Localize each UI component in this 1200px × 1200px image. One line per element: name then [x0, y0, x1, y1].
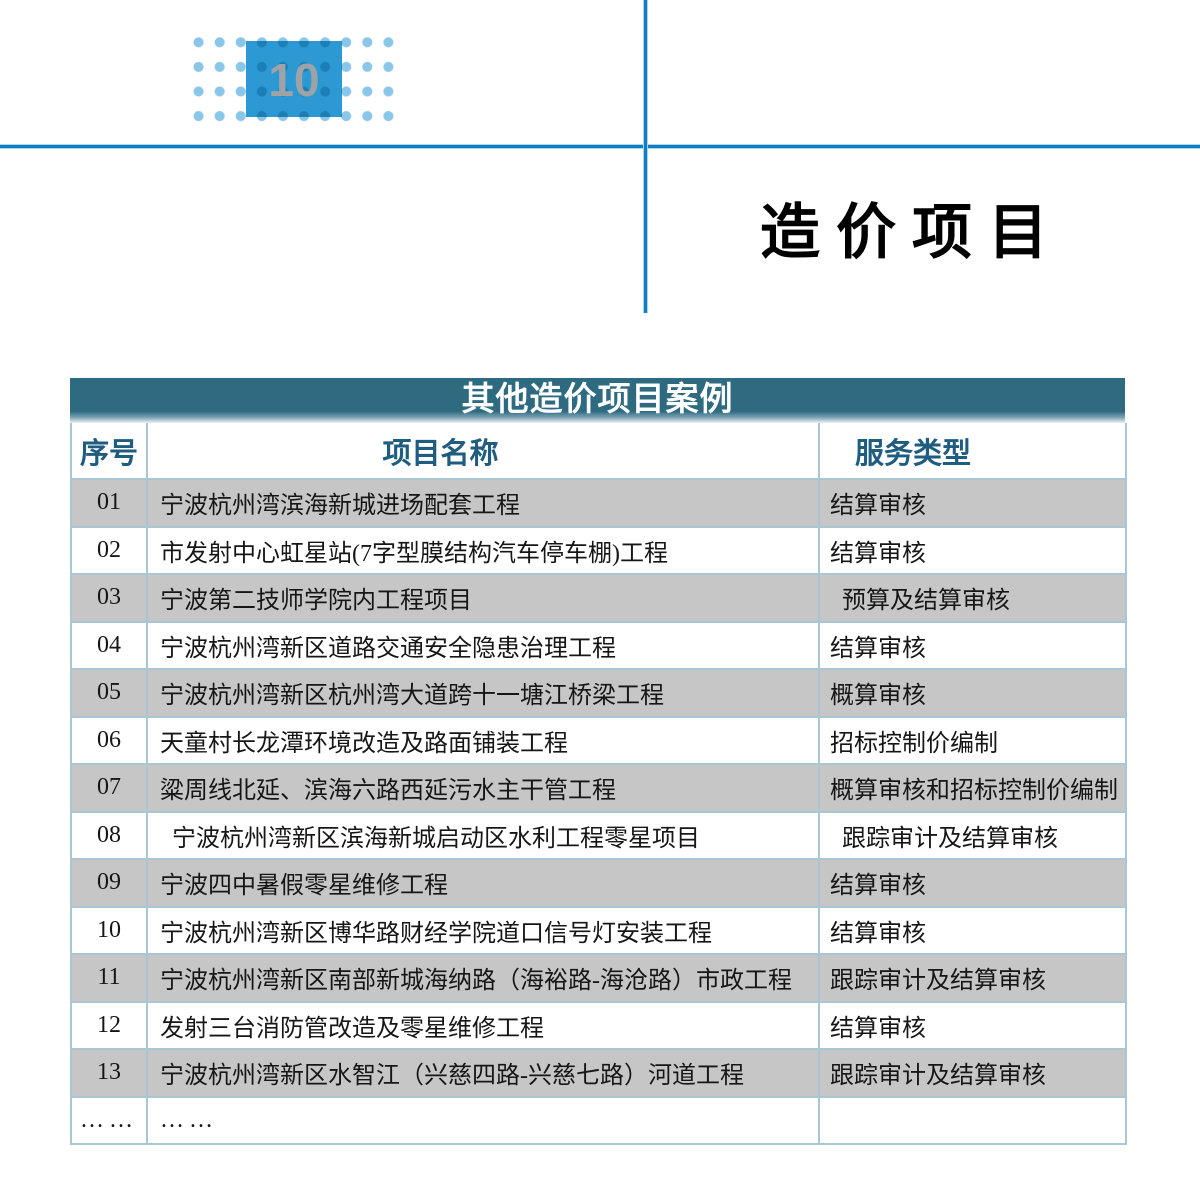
cell-serial-number: 10: [70, 905, 148, 955]
cell-serial-number: 04: [70, 620, 148, 670]
table-row: 05 宁波杭州湾新区杭州湾大道跨十一塘江桥梁工程 概算审核: [70, 668, 1127, 718]
cell-serial-number: 06: [70, 715, 148, 765]
table-row: 09 宁波四中暑假零星维修工程 结算审核: [70, 858, 1127, 908]
cell-service-type: 结算审核: [818, 1000, 1127, 1050]
table-row: 06 天童村长龙潭环境改造及路面铺装工程 招标控制价编制: [70, 715, 1127, 765]
cell-service-type: 概算审核: [818, 668, 1127, 718]
cell-project-name: 宁波杭州湾新区杭州湾大道跨十一塘江桥梁工程: [146, 668, 820, 718]
vertical-divider-line: [643, 0, 648, 313]
column-header-no: 序号: [70, 423, 148, 480]
cell-serial-number: 11: [70, 953, 148, 1003]
table-row: 08 宁波杭州湾新区滨海新城启动区水利工程零星项目 跟踪审计及结算审核: [70, 810, 1127, 860]
cell-service-type: 结算审核: [818, 905, 1127, 955]
table-row: 12 发射三台消防管改造及零星维修工程 结算审核: [70, 1000, 1127, 1050]
table-row: 10 宁波杭州湾新区博华路财经学院道口信号灯安装工程 结算审核: [70, 905, 1127, 955]
cell-project-name: 宁波杭州湾新区道路交通安全隐患治理工程: [146, 620, 820, 670]
cell-service-type: 结算审核: [818, 478, 1127, 528]
cell-service-type: 跟踪审计及结算审核: [818, 1048, 1127, 1098]
cell-project-name: 宁波杭州湾新区南部新城海纳路（海裕路-海沧路）市政工程: [146, 953, 820, 1003]
horizontal-divider-line: [0, 144, 1200, 149]
page-number-box: 10: [246, 41, 342, 117]
page-number: 10: [268, 54, 320, 106]
cell-service-type: 招标控制价编制: [818, 715, 1127, 765]
cell-project-name: 宁波杭州湾滨海新城进场配套工程: [146, 478, 820, 528]
cell-service-type: 概算审核和招标控制价编制: [818, 763, 1127, 813]
cell-serial-number: 05: [70, 668, 148, 718]
cell-serial-number: 09: [70, 858, 148, 908]
cell-serial-number: 12: [70, 1000, 148, 1050]
cell-project-name: 天童村长龙潭环境改造及路面铺装工程: [146, 715, 820, 765]
case-table: 序号 项目名称 服务类型 01 宁波杭州湾滨海新城进场配套工程 结算审核 02 …: [70, 423, 1127, 1145]
table-row: …… ……: [70, 1095, 1127, 1145]
cell-serial-number: 02: [70, 525, 148, 575]
table-row: 04 宁波杭州湾新区道路交通安全隐患治理工程 结算审核: [70, 620, 1127, 670]
cell-project-name: 市发射中心虹星站(7字型膜结构汽车停车棚)工程: [146, 525, 820, 575]
cost-project-case-table: 其他造价项目案例 序号 项目名称 服务类型 01 宁波杭州湾滨海新城进场配套工程…: [70, 378, 1127, 1145]
page-title: 造价项目: [760, 199, 1064, 266]
table-title-bar: 其他造价项目案例: [70, 378, 1125, 423]
cell-serial-number: 07: [70, 763, 148, 813]
cell-project-name: 宁波杭州湾新区水智江（兴慈四路-兴慈七路）河道工程: [146, 1048, 820, 1098]
case-table-body: 01 宁波杭州湾滨海新城进场配套工程 结算审核 02 市发射中心虹星站(7字型膜…: [70, 478, 1127, 1145]
cell-service-type: [818, 1095, 1127, 1145]
cell-service-type: 预算及结算审核: [818, 573, 1127, 623]
cell-service-type: 跟踪审计及结算审核: [818, 810, 1127, 860]
cell-serial-number: 08: [70, 810, 148, 860]
cell-serial-number: 03: [70, 573, 148, 623]
cell-serial-number: 13: [70, 1048, 148, 1098]
cell-project-name: 宁波杭州湾新区滨海新城启动区水利工程零星项目: [146, 810, 820, 860]
cell-project-name: 发射三台消防管改造及零星维修工程: [146, 1000, 820, 1050]
table-header-row: 序号 项目名称 服务类型: [70, 423, 1127, 480]
cell-project-name: 宁波杭州湾新区博华路财经学院道口信号灯安装工程: [146, 905, 820, 955]
cell-serial-number: ……: [70, 1095, 148, 1145]
cell-project-name: 宁波四中暑假零星维修工程: [146, 858, 820, 908]
cell-project-name: 粱周线北延、滨海六路西延污水主干管工程: [146, 763, 820, 813]
cell-service-type: 结算审核: [818, 620, 1127, 670]
table-row: 02 市发射中心虹星站(7字型膜结构汽车停车棚)工程 结算审核: [70, 525, 1127, 575]
table-row: 13 宁波杭州湾新区水智江（兴慈四路-兴慈七路）河道工程 跟踪审计及结算审核: [70, 1048, 1127, 1098]
cell-project-name: 宁波第二技师学院内工程项目: [146, 573, 820, 623]
cell-service-type: 跟踪审计及结算审核: [818, 953, 1127, 1003]
column-header-service: 服务类型: [818, 423, 1127, 480]
table-row: 03 宁波第二技师学院内工程项目 预算及结算审核: [70, 573, 1127, 623]
cell-project-name: ……: [146, 1095, 820, 1145]
cell-service-type: 结算审核: [818, 525, 1127, 575]
table-row: 11 宁波杭州湾新区南部新城海纳路（海裕路-海沧路）市政工程 跟踪审计及结算审核: [70, 953, 1127, 1003]
table-row: 07 粱周线北延、滨海六路西延污水主干管工程 概算审核和招标控制价编制: [70, 763, 1127, 813]
cell-serial-number: 01: [70, 478, 148, 528]
table-row: 01 宁波杭州湾滨海新城进场配套工程 结算审核: [70, 478, 1127, 528]
column-header-name: 项目名称: [146, 423, 820, 480]
cell-service-type: 结算审核: [818, 858, 1127, 908]
